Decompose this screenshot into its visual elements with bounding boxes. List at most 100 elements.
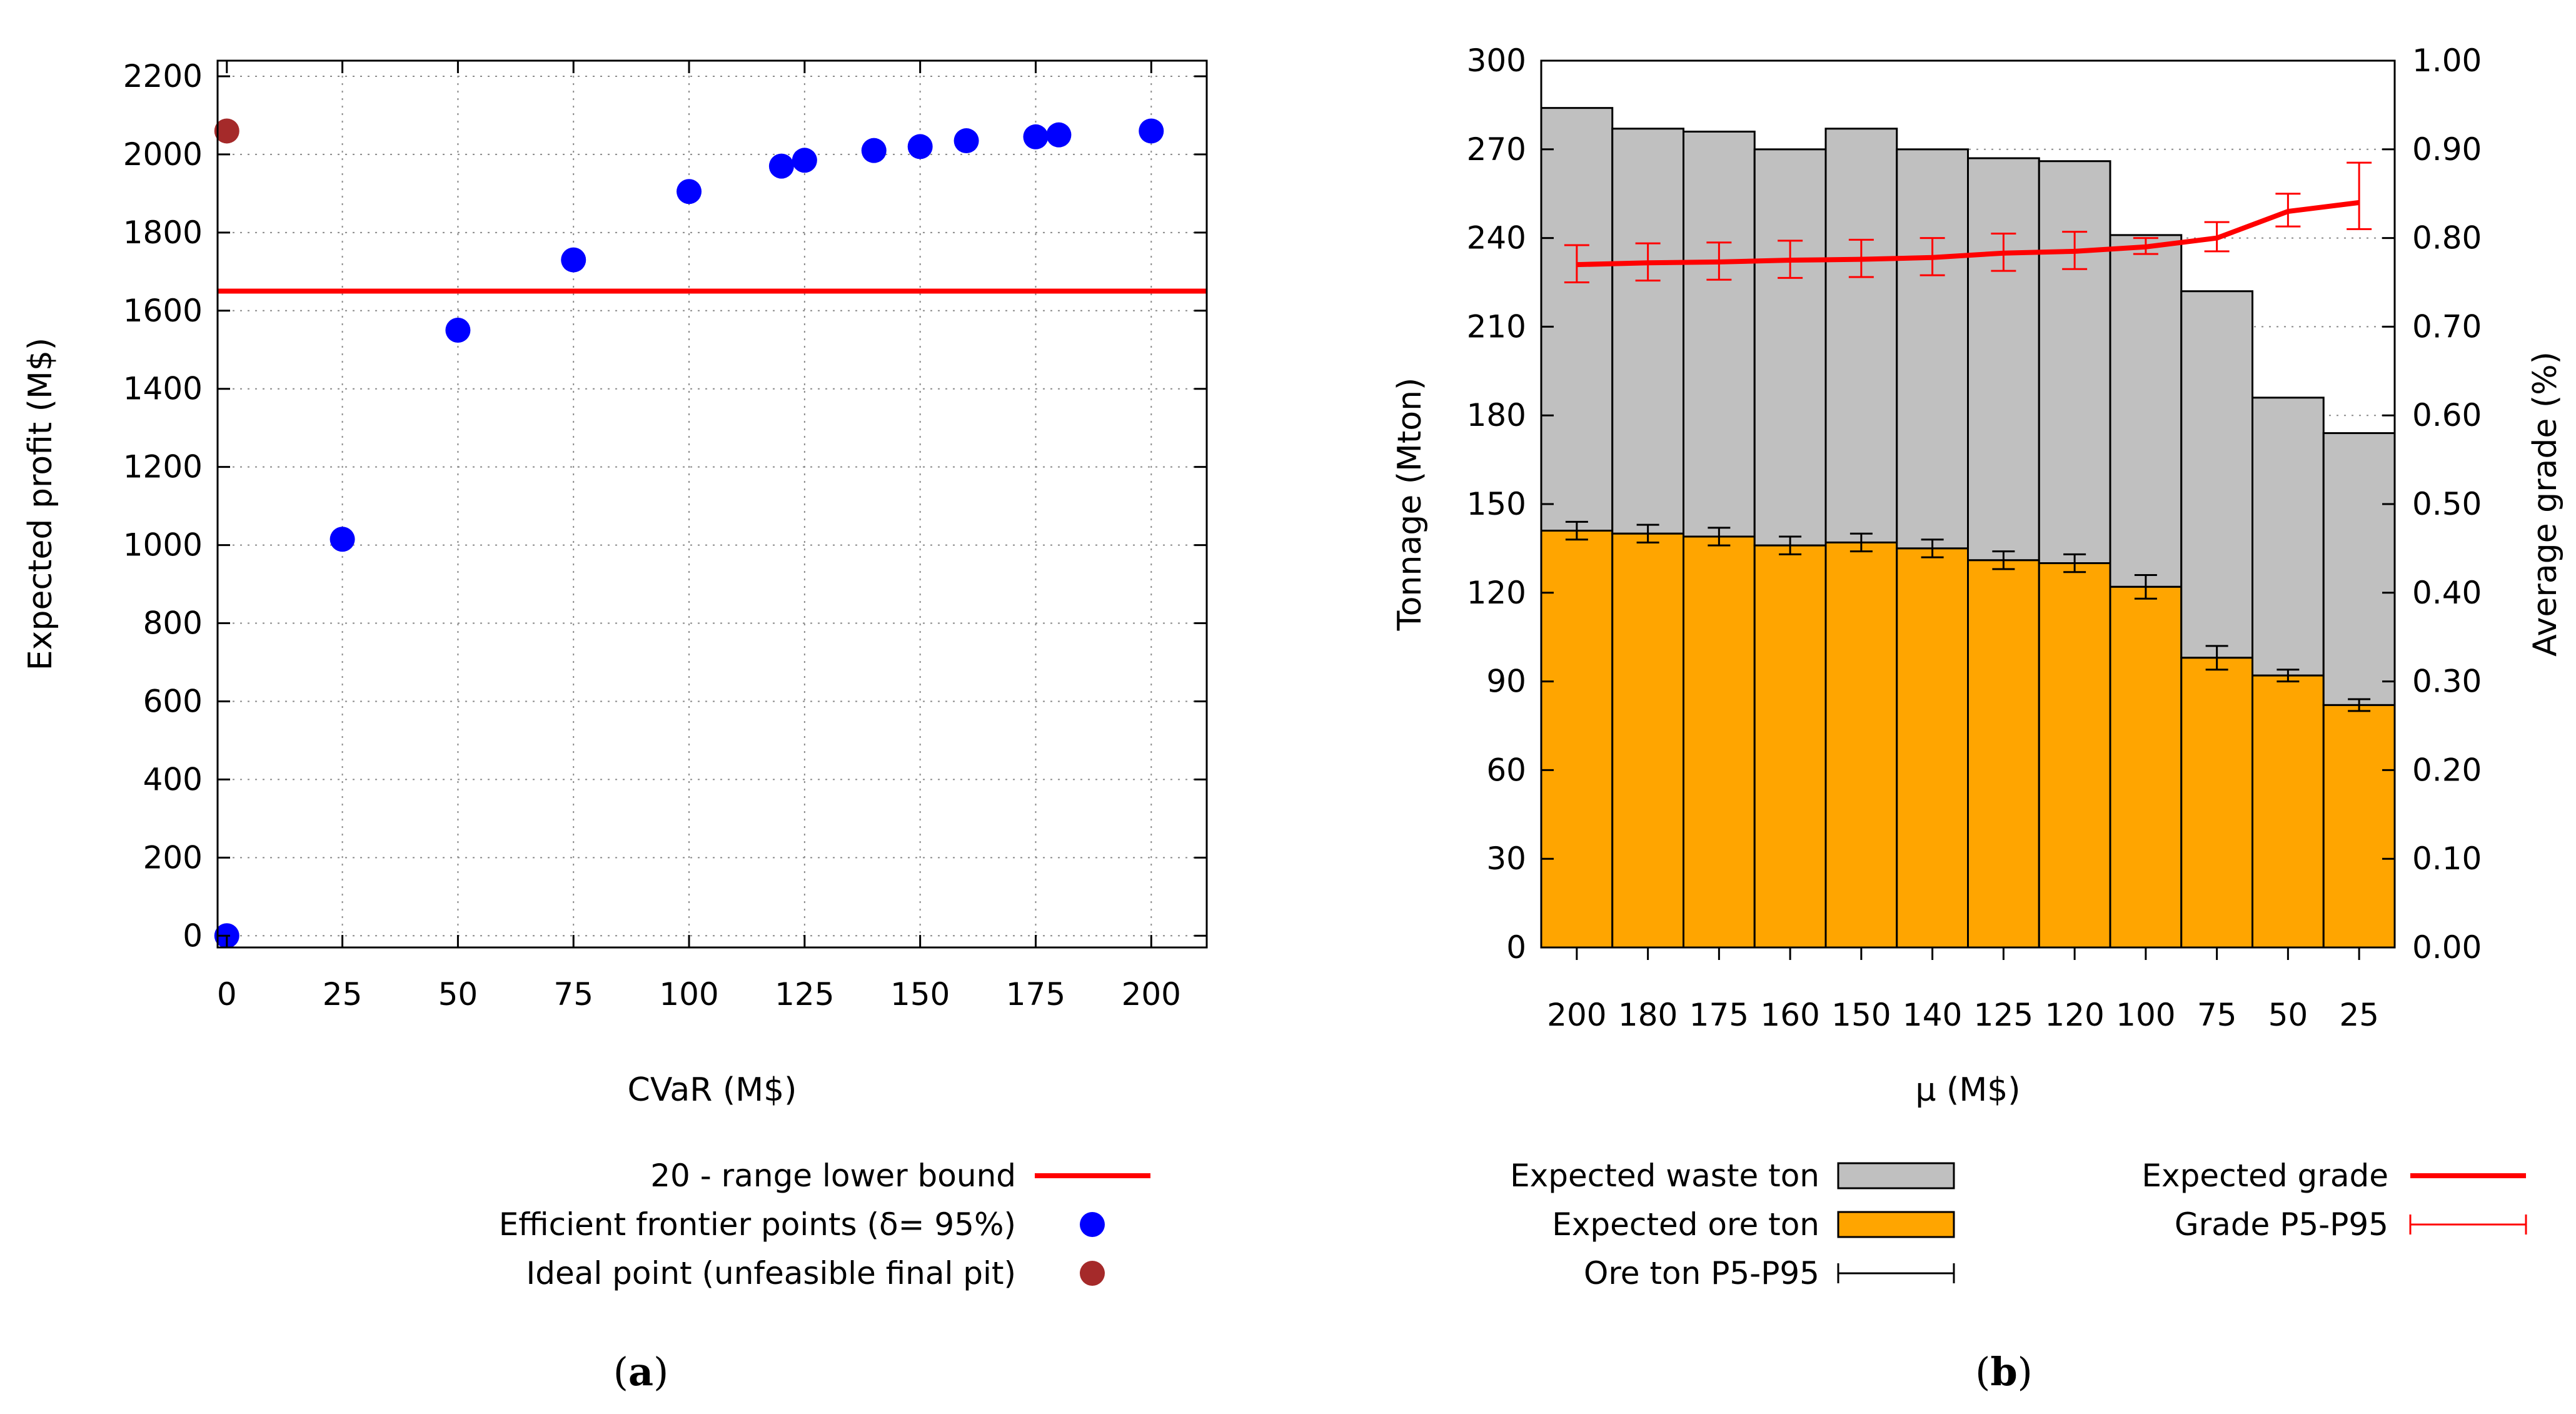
- y2-tick-label: 0.90: [2412, 131, 2482, 168]
- data-point: [214, 118, 239, 144]
- x-tick-label: 0: [217, 976, 237, 1013]
- legend-label-series: Ideal point (unfeasible final pit): [526, 1255, 1016, 1291]
- y-tick-label: 210: [1467, 308, 1526, 345]
- data-point: [1139, 118, 1164, 144]
- y-tick-label: 200: [143, 839, 203, 876]
- x-tick-label: 140: [1903, 997, 1962, 1033]
- waste-bar: [2322, 432, 2396, 706]
- y-tick-label: 180: [1467, 397, 1526, 433]
- y-tick-label: 0: [183, 917, 203, 954]
- x-tick-label: 175: [1689, 997, 1749, 1033]
- ore-bar: [2251, 674, 2325, 949]
- x-tick-label: 200: [1122, 976, 1181, 1013]
- data-point: [561, 247, 586, 273]
- x-tick-label: 200: [1547, 997, 1606, 1033]
- x-tick-label: 150: [890, 976, 950, 1013]
- ore-bar: [2109, 585, 2183, 949]
- y2-tick-label: 0.70: [2412, 308, 2482, 345]
- waste-bar: [2180, 290, 2253, 659]
- x-tick-label: 50: [438, 976, 478, 1013]
- data-point: [792, 148, 817, 173]
- y-tick-label: 60: [1486, 752, 1526, 788]
- waste-bar: [1683, 130, 1756, 538]
- data-point: [1046, 122, 1072, 148]
- y-tick-label: 90: [1486, 664, 1526, 700]
- panel-a-plot-frame: [216, 59, 1208, 949]
- x-tick-label: 50: [2268, 997, 2308, 1033]
- legend-label-grade: Expected grade: [2141, 1158, 2388, 1194]
- panel-b-stacked-bar-chart: 0 30 60 90 120 150 180 210 240 270 300 0.00 0.10 0.20…: [1391, 43, 2564, 1395]
- y-tick-label: 1200: [123, 449, 203, 485]
- waste-bar: [1896, 148, 1969, 550]
- y-tick-label: 120: [1467, 575, 1526, 611]
- panel-b-caption: (b): [1975, 1349, 2033, 1395]
- waste-bar: [1540, 107, 1614, 532]
- waste-bar: [1753, 148, 1827, 547]
- panel-b-y-axis-label: Tonnage (Mton): [1391, 378, 1429, 632]
- x-tick-label: 25: [2339, 997, 2379, 1033]
- data-point: [445, 318, 471, 343]
- legend-label-ore-error: Ore ton P5-P95: [1584, 1255, 1819, 1291]
- panel-a-x-axis-label: CVaR (M$): [628, 1071, 797, 1109]
- x-tick-label: 175: [1006, 976, 1065, 1013]
- legend-label-waste: Expected waste ton: [1510, 1158, 1819, 1194]
- x-tick-label: 125: [775, 976, 834, 1013]
- y2-tick-label: 0.20: [2412, 752, 2482, 788]
- panel-a-ticks: 0 25 50 75 100 125 150 175 200020040060080010001…: [123, 58, 1207, 1013]
- legend-label-series: Efficient frontier points (δ= 95%): [499, 1206, 1016, 1243]
- waste-bar: [1824, 128, 1898, 543]
- panel-b-plot-frame: [1540, 59, 2396, 949]
- ore-bar: [1611, 532, 1684, 949]
- legend-label-reference: 20 - range lower bound: [650, 1158, 1016, 1194]
- y2-tick-label: 0.50: [2412, 486, 2482, 522]
- legend-swatch-waste: [1837, 1162, 1955, 1189]
- ore-bar: [2038, 562, 2111, 949]
- panel-b-ore-error-bars: [1565, 520, 2371, 712]
- data-point: [768, 153, 794, 179]
- legend-label-grade-error: Grade P5-P95: [2175, 1206, 2388, 1243]
- y-tick-label: 600: [143, 683, 203, 719]
- y-tick-label: 1000: [123, 527, 203, 563]
- y2-tick-label: 1.00: [2412, 43, 2482, 79]
- x-tick-label: 25: [323, 976, 363, 1013]
- y-tick-label: 0: [1506, 929, 1526, 966]
- waste-bar: [2038, 160, 2111, 565]
- data-point: [861, 138, 887, 163]
- panel-a-points: [214, 118, 1164, 949]
- x-tick-label: 125: [1974, 997, 2033, 1033]
- legend-swatch-series: [1080, 1212, 1105, 1237]
- panel-a-caption-letter: a: [628, 1349, 653, 1395]
- panel-a-caption: (a): [613, 1349, 669, 1395]
- x-tick-label: 100: [659, 976, 718, 1013]
- x-tick-label: 100: [2116, 997, 2175, 1033]
- waste-bar: [1611, 128, 1684, 535]
- y-tick-label: 1600: [123, 293, 203, 329]
- x-tick-label: 75: [553, 976, 593, 1013]
- legend-label-ore: Expected ore ton: [1552, 1206, 1819, 1243]
- y2-tick-label: 0.40: [2412, 575, 2482, 611]
- ore-bar: [1683, 535, 1756, 949]
- y-tick-label: 240: [1467, 220, 1526, 256]
- y2-tick-label: 0.80: [2412, 220, 2482, 256]
- panel-a-y-axis-label: Expected profit (M$): [22, 338, 59, 670]
- panel-a-grid: [218, 61, 1207, 947]
- panel-b-grade-line-group: [1564, 161, 2372, 283]
- ore-bar: [1896, 547, 1969, 949]
- ore-bar: [1967, 559, 2040, 949]
- y-tick-label: 150: [1467, 486, 1526, 522]
- legend-swatch-ore: [1837, 1211, 1955, 1238]
- panel-b-caption-letter: b: [1990, 1349, 2017, 1395]
- panel-a-legend: 20 - range lower bound Efficient frontier…: [499, 1158, 1150, 1291]
- y2-tick-label: 0.10: [2412, 841, 2482, 877]
- panel-b-x-axis-label: μ (M$): [1915, 1071, 2020, 1109]
- y-tick-label: 300: [1467, 43, 1526, 79]
- data-point: [330, 527, 355, 552]
- y-tick-label: 1400: [123, 371, 203, 407]
- y2-tick-label: 0.30: [2412, 664, 2482, 700]
- ore-bar: [1753, 544, 1827, 949]
- data-point: [1023, 124, 1049, 149]
- y2-tick-label: 0.60: [2412, 397, 2482, 433]
- ore-bar: [2322, 704, 2396, 949]
- y-tick-label: 1800: [123, 215, 203, 251]
